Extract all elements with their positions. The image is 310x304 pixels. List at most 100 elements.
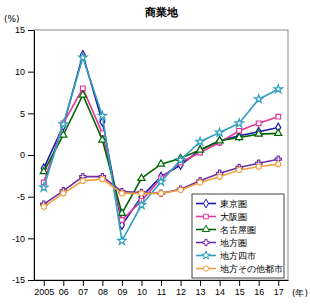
data-point (157, 160, 164, 166)
data-point (235, 119, 243, 127)
plot-frame (34, 30, 288, 280)
legend-entry: 大阪圏 (196, 212, 247, 222)
y-tick: 0 (20, 150, 34, 160)
data-point (276, 162, 281, 167)
data-point (41, 204, 46, 209)
data-point (275, 129, 282, 135)
y-tick-mark (28, 30, 34, 31)
data-point (236, 133, 243, 139)
legend-box (192, 194, 284, 278)
data-point (118, 236, 126, 244)
y-tick-label: 15 (15, 25, 25, 35)
x-tick-mark (122, 280, 123, 286)
data-point (177, 186, 183, 192)
data-point (196, 137, 204, 145)
data-point (79, 91, 86, 97)
legend-label: 大阪圏 (220, 212, 247, 222)
x-tick-mark (181, 280, 182, 286)
x-tick-label: 10 (137, 287, 147, 297)
x-tick: 12 (176, 280, 186, 297)
x-tick: 08 (98, 280, 108, 297)
x-tick-mark (278, 280, 279, 286)
y-tick-label: 5 (20, 109, 25, 119)
x-tick-mark (259, 280, 260, 286)
x-tick-mark (141, 280, 142, 286)
x-tick-label: 07 (78, 287, 88, 297)
y-tick-mark (28, 197, 34, 198)
series-line (44, 88, 278, 220)
x-tick-label: 2005 (34, 287, 54, 297)
x-axis: 2005060708091011121314151617 (34, 280, 288, 297)
data-point (178, 187, 183, 192)
x-tick-mark (161, 280, 162, 286)
data-point (197, 180, 202, 185)
series (41, 162, 281, 210)
data-point (274, 85, 282, 93)
legend-label: 地方その他都市 (219, 264, 283, 274)
x-tick: 16 (254, 280, 264, 297)
legend-label: 東京圏 (220, 199, 247, 209)
y-tick-mark (28, 113, 34, 114)
y-tick-mark (28, 280, 34, 281)
y-tick-label: 10 (15, 67, 25, 77)
data-point (256, 121, 261, 126)
x-tick: 10 (137, 280, 147, 297)
y-axis: -15 -10 -5 0 5 10 15 (12, 25, 35, 285)
x-tick: 13 (196, 280, 206, 297)
series (40, 53, 283, 244)
x-tick-label: 08 (98, 287, 108, 297)
y-tick: 5 (20, 109, 34, 119)
legend-marker (204, 214, 209, 219)
data-point (216, 137, 223, 143)
data-point (255, 130, 262, 136)
data-point (197, 146, 204, 152)
y-tick-label: 0 (20, 150, 25, 160)
x-tick-label: 11 (157, 287, 166, 297)
data-point (98, 111, 106, 119)
y-tick-mark (28, 155, 34, 156)
data-point (276, 114, 281, 119)
data-point (237, 167, 242, 172)
data-point (158, 191, 163, 196)
x-tick-label: 12 (176, 287, 186, 297)
y-tick: -5 (17, 192, 34, 202)
y-tick-mark (28, 238, 34, 239)
legend-marker (202, 225, 209, 231)
legend-marker (203, 266, 208, 271)
data-point (158, 190, 164, 196)
x-tick-mark (63, 280, 64, 286)
x-tick: 07 (78, 280, 88, 297)
title: 商業地 (144, 6, 179, 19)
data-point (254, 95, 262, 103)
data-point (176, 156, 184, 164)
x-tick-mark (239, 280, 240, 286)
data-point (40, 183, 48, 191)
x-tick-label: 13 (196, 287, 206, 297)
y-tick: 15 (15, 25, 34, 35)
x-tick: 09 (117, 280, 127, 297)
x-tick: 11 (157, 280, 166, 297)
legend-marker (203, 239, 209, 245)
series (41, 86, 280, 222)
data-point (80, 178, 85, 183)
legend-label: 地方圏 (219, 238, 247, 248)
x-tick-mark (83, 280, 84, 286)
legend-entry: 地方四市 (196, 251, 256, 261)
legend-entry: 地方圏 (196, 238, 247, 248)
y-axis-line (34, 31, 35, 281)
x-tick-mark (44, 280, 45, 286)
data-point (139, 191, 144, 196)
y-axis-title: (%) (4, 14, 20, 24)
y-tick: -15 (12, 275, 34, 285)
data-point (40, 168, 47, 174)
data-point (59, 120, 67, 128)
x-tick-label: 09 (117, 287, 127, 297)
x-tick: 06 (59, 280, 69, 297)
data-point (100, 177, 105, 182)
plot: -15-10-505101520050607080910111213141516… (12, 25, 289, 297)
legend-label: 地方四市 (219, 251, 256, 261)
y-tick: -10 (12, 234, 34, 244)
chart: -15-10-505101520050607080910111213141516… (0, 0, 310, 304)
x-tick-label: 16 (254, 287, 264, 297)
data-point (137, 201, 145, 209)
